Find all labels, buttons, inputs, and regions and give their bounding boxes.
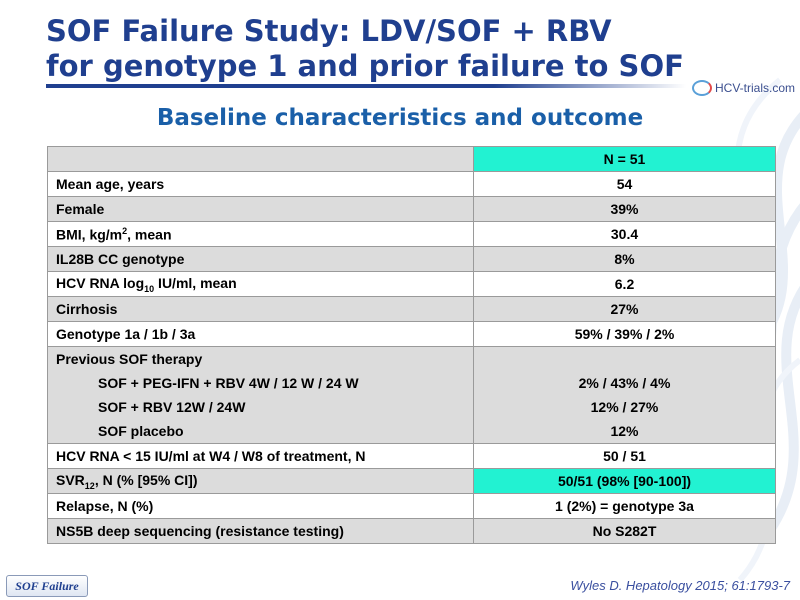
row-value: 39% [473, 196, 776, 222]
previous-sof-sublabel: SOF + RBV 12W / 24W [98, 399, 246, 415]
row-label: SVR12, N (% [95% CI]) [47, 468, 474, 494]
row-label: Female [47, 196, 474, 222]
row-value: No S282T [473, 518, 776, 544]
row-label: Relapse, N (%) [47, 493, 474, 519]
table-row: Female 39% [47, 196, 776, 222]
row-label: Cirrhosis [47, 296, 474, 322]
row-label: BMI, kg/m2, mean [47, 221, 474, 247]
row-value-highlight: 50/51 (98% [90-100]) [473, 468, 776, 494]
citation: Wyles D. Hepatology 2015; 61:1793-7 [570, 578, 790, 593]
slide-subtitle: Baseline characteristics and outcome [156, 105, 644, 131]
row-value: 2% / 43% / 4% 12% / 27% 12% [473, 346, 776, 444]
previous-sof-subvalue: 12% / 27% [590, 399, 659, 415]
row-label: HCV RNA < 15 IU/ml at W4 / W8 of treatme… [47, 443, 474, 469]
slide-title-line-1: SOF Failure Study: LDV/SOF + RBV [46, 14, 612, 48]
logo-text: HCV-trials.com [715, 81, 796, 95]
row-value: 1 (2%) = genotype 3a [473, 493, 776, 519]
previous-sof-subvalue: 2% / 43% / 4% [578, 375, 671, 391]
table-row: Genotype 1a / 1b / 3a 59% / 39% / 2% [47, 321, 776, 347]
table-row: BMI, kg/m2, mean 30.4 [47, 221, 776, 247]
previous-sof-sublabel: SOF + PEG-IFN + RBV 4W / 12 W / 24 W [98, 375, 359, 391]
row-label: IL28B CC genotype [47, 246, 474, 272]
previous-sof-subvalue: 12% [610, 423, 639, 439]
table-row: Relapse, N (%) 1 (2%) = genotype 3a [47, 493, 776, 519]
table-header-empty-cell [47, 146, 474, 172]
table-row: Mean age, years 54 [47, 171, 776, 197]
row-label: HCV RNA log10 IU/ml, mean [47, 271, 474, 297]
slide-header: SOF Failure Study: LDV/SOF + RBV for gen… [0, 0, 800, 100]
table-row: Cirrhosis 27% [47, 296, 776, 322]
previous-sof-heading: Previous SOF therapy [56, 351, 203, 367]
row-value: 8% [473, 246, 776, 272]
table-row: HCV RNA log10 IU/ml, mean 6.2 [47, 271, 776, 297]
baseline-table: N = 51 Mean age, years 54 Female 39% BMI… [47, 146, 776, 544]
section-tag: SOF Failure [6, 575, 88, 597]
row-value: 30.4 [473, 221, 776, 247]
row-label: Previous SOF therapy SOF + PEG-IFN + RBV… [47, 346, 474, 444]
row-label: Mean age, years [47, 171, 474, 197]
title-underline [46, 84, 686, 88]
logo-icon [692, 80, 712, 96]
row-label: Genotype 1a / 1b / 3a [47, 321, 474, 347]
row-value: 54 [473, 171, 776, 197]
table-row-previous-sof: Previous SOF therapy SOF + PEG-IFN + RBV… [47, 346, 776, 444]
slide-title-line-2: for genotype 1 and prior failure to SOF [46, 49, 684, 83]
table-row: HCV RNA < 15 IU/ml at W4 / W8 of treatme… [47, 443, 776, 469]
row-value: 27% [473, 296, 776, 322]
previous-sof-sublabel: SOF placebo [98, 423, 184, 439]
row-label: NS5B deep sequencing (resistance testing… [47, 518, 474, 544]
row-value: 6.2 [473, 271, 776, 297]
row-value: 50 / 51 [473, 443, 776, 469]
table-row: NS5B deep sequencing (resistance testing… [47, 518, 776, 544]
table-row-svr: SVR12, N (% [95% CI]) 50/51 (98% [90-100… [47, 468, 776, 494]
hcv-trials-logo: HCV-trials.com [692, 78, 795, 98]
table-header-n: N = 51 [473, 146, 776, 172]
table-row: IL28B CC genotype 8% [47, 246, 776, 272]
table-header-row: N = 51 [47, 146, 776, 172]
row-value: 59% / 39% / 2% [473, 321, 776, 347]
